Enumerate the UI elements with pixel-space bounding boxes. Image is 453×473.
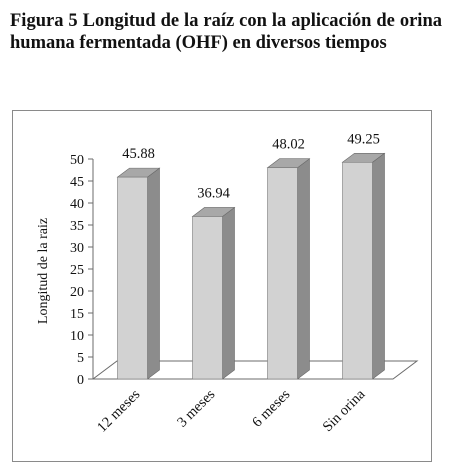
y-tick-label: 20 xyxy=(70,285,84,300)
x-tick-label: Sin orina xyxy=(320,386,369,435)
chart-frame: Longitud de la raiz 0 5 10 15 20 25 30 35 40 45 50… xyxy=(12,110,432,462)
bar-side xyxy=(147,167,160,380)
x-tick-labels: 12 meses 3 meses 6 meses Sin orina xyxy=(94,386,369,436)
x-tick-label: 3 meses xyxy=(174,386,218,430)
y-tick-label: 5 xyxy=(77,351,84,366)
y-tick-label: 10 xyxy=(70,329,84,344)
data-label: 48.02 xyxy=(272,137,305,153)
y-tick-label: 50 xyxy=(70,153,84,168)
y-tick-label: 45 xyxy=(70,175,84,190)
figure-caption: Figura 5 Longitud de la raíz con la apli… xyxy=(10,11,442,53)
y-tick-label: 15 xyxy=(70,307,84,322)
bar xyxy=(191,206,236,380)
bar-front xyxy=(342,161,373,380)
bar-side xyxy=(372,152,385,380)
data-label: 49.25 xyxy=(347,131,380,147)
data-label: 45.88 xyxy=(122,146,155,162)
bar xyxy=(266,158,311,380)
x-tick-label: 12 meses xyxy=(94,386,143,435)
bar-front xyxy=(192,216,223,380)
bar-front xyxy=(117,176,148,380)
y-axis-title: Longitud de la raiz xyxy=(36,218,51,324)
bar-side xyxy=(222,206,235,380)
y-tick-label: 35 xyxy=(70,219,84,234)
bar-front xyxy=(267,167,298,380)
x-tick-label: 6 meses xyxy=(249,386,293,430)
bar-side xyxy=(297,158,310,380)
y-tick-label: 0 xyxy=(77,373,84,388)
y-tick-label: 25 xyxy=(70,263,84,278)
data-label: 36.94 xyxy=(197,185,230,201)
bars xyxy=(116,152,386,380)
y-tick-label: 30 xyxy=(70,241,84,256)
y-tick-labels: 0 5 10 15 20 25 30 35 40 45 50 xyxy=(70,153,93,388)
y-tick-label: 40 xyxy=(70,197,84,212)
bar xyxy=(116,167,161,380)
bar xyxy=(341,152,386,380)
bar-chart: Longitud de la raiz 0 5 10 15 20 25 30 35 40 45 50… xyxy=(36,131,419,436)
data-labels: 45.88 36.94 48.02 49.25 xyxy=(122,131,380,201)
